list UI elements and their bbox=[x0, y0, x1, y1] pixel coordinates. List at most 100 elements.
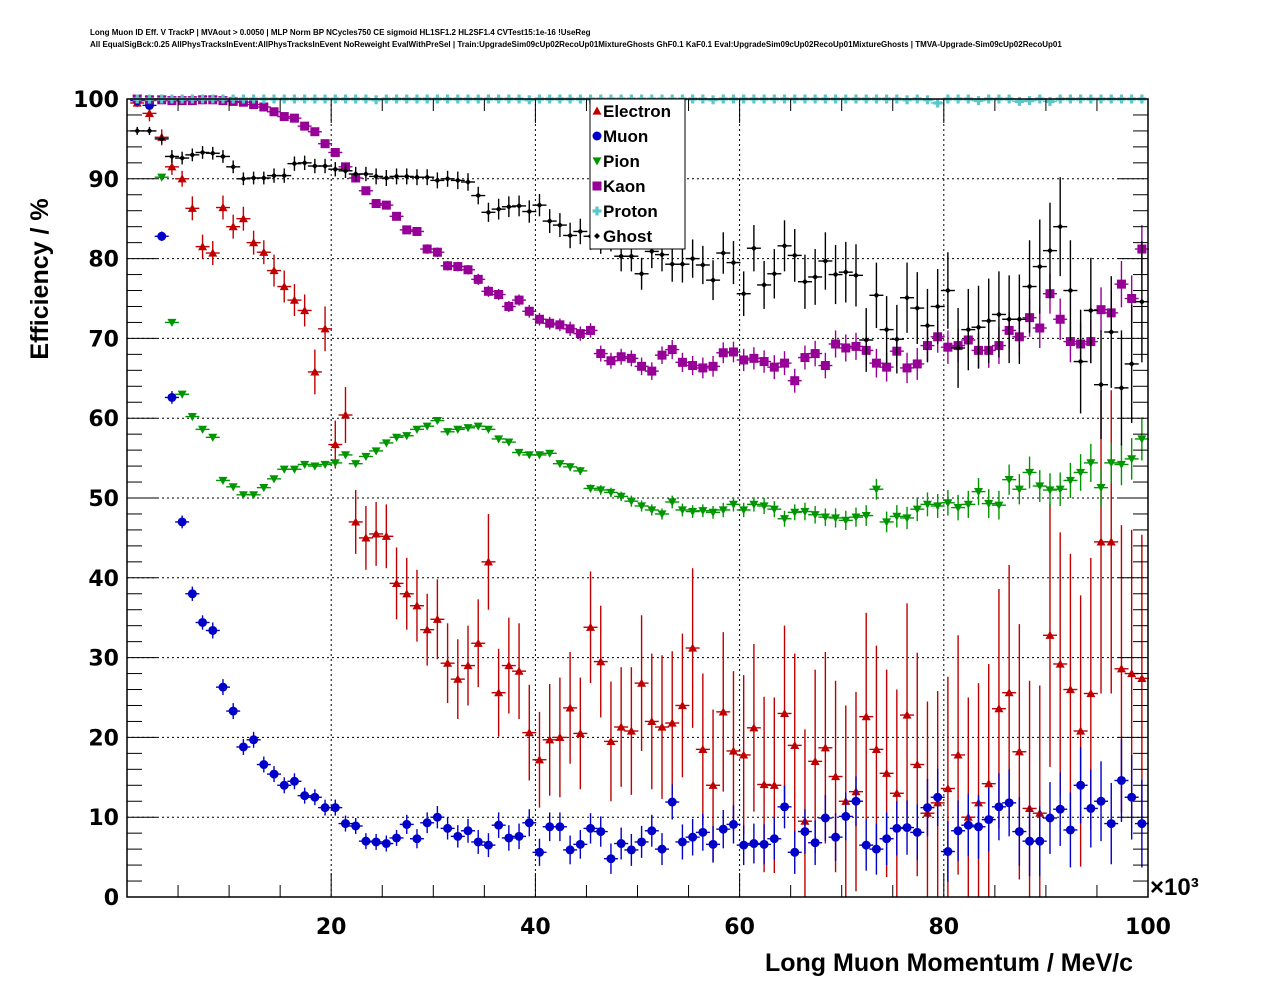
muon-point bbox=[392, 833, 402, 843]
muon-point bbox=[841, 811, 851, 821]
electron-point bbox=[831, 772, 841, 781]
muon-point bbox=[688, 832, 698, 842]
kaon-point bbox=[718, 348, 728, 358]
kaon-point bbox=[432, 247, 442, 257]
muon-point bbox=[1127, 792, 1137, 802]
kaon-point bbox=[249, 100, 259, 110]
ghost-point bbox=[1118, 384, 1125, 391]
electron-point bbox=[555, 732, 565, 741]
electron-point bbox=[494, 688, 504, 697]
kaon-point bbox=[1116, 279, 1126, 289]
pion-point bbox=[167, 318, 177, 327]
y-axis-title: Efficiency / % bbox=[26, 198, 54, 359]
pion-point bbox=[534, 451, 544, 460]
muon-point bbox=[708, 839, 718, 849]
y-tick-label: 100 bbox=[73, 88, 119, 113]
pion-point bbox=[249, 491, 259, 500]
muon-point bbox=[371, 837, 381, 847]
ghost-point bbox=[179, 155, 186, 162]
ghost-point bbox=[250, 175, 257, 182]
electron-point bbox=[769, 780, 779, 789]
muon-point bbox=[943, 847, 953, 857]
ghost-point bbox=[730, 259, 737, 266]
ghost-point bbox=[628, 253, 635, 260]
ghost-point bbox=[567, 232, 574, 239]
kaon-point bbox=[361, 186, 371, 196]
proton-point-v bbox=[374, 95, 378, 105]
muon-point bbox=[238, 742, 248, 752]
electron-point bbox=[790, 740, 800, 749]
ghost-point bbox=[158, 135, 165, 142]
muon-point bbox=[718, 824, 728, 834]
electron-point bbox=[351, 517, 361, 526]
ghost-point bbox=[1036, 263, 1043, 270]
ghost-point bbox=[373, 173, 380, 180]
pion-point bbox=[841, 516, 851, 525]
x-tick-label: 80 bbox=[928, 915, 959, 940]
ghost-point bbox=[332, 166, 339, 173]
muon-point bbox=[1106, 819, 1116, 829]
muon-point bbox=[555, 822, 565, 832]
kaon-point bbox=[330, 147, 340, 157]
pion-point bbox=[330, 459, 340, 468]
pion-point bbox=[381, 439, 391, 448]
kaon-point bbox=[667, 345, 677, 355]
electron-point bbox=[698, 744, 708, 753]
electron-point bbox=[606, 736, 616, 745]
legend-marker-kaon bbox=[592, 181, 602, 191]
muon-point bbox=[657, 844, 667, 854]
kaon-point bbox=[514, 295, 524, 305]
electron-point bbox=[1106, 537, 1116, 546]
muon-point bbox=[218, 682, 228, 692]
ghost-point bbox=[995, 311, 1002, 318]
electron-point bbox=[1127, 669, 1137, 678]
electron-point bbox=[749, 723, 759, 732]
muon-point bbox=[871, 844, 881, 854]
electron-point bbox=[1004, 688, 1014, 697]
legend-marker-pion bbox=[592, 157, 602, 166]
ghost-point bbox=[873, 292, 880, 299]
ghost-point bbox=[424, 174, 431, 181]
electron-point bbox=[198, 242, 208, 251]
legend-label-kaon: Kaon bbox=[603, 177, 646, 196]
legend-item-ghost: Ghost bbox=[594, 227, 652, 246]
pion-point bbox=[892, 512, 902, 521]
ghost-point bbox=[413, 174, 420, 181]
muon-point bbox=[1004, 798, 1014, 808]
kaon-point bbox=[657, 350, 667, 360]
muon-point bbox=[1116, 775, 1126, 785]
muon-point bbox=[759, 839, 769, 849]
electron-point bbox=[565, 703, 575, 712]
ghost-point bbox=[577, 228, 584, 235]
ghost-point bbox=[536, 202, 543, 209]
pion-point bbox=[698, 507, 708, 516]
ghost-point bbox=[526, 208, 533, 215]
kaon-point bbox=[677, 357, 687, 367]
kaon-point bbox=[647, 366, 657, 376]
ghost-point bbox=[444, 175, 451, 182]
pion-point bbox=[483, 425, 493, 434]
muon-point bbox=[994, 802, 1004, 812]
pion-point bbox=[565, 463, 575, 472]
electron-point bbox=[1076, 726, 1086, 735]
electron-point bbox=[871, 744, 881, 753]
ghost-point bbox=[495, 206, 502, 213]
ghost-point bbox=[230, 163, 237, 170]
kaon-point bbox=[1065, 337, 1075, 347]
y-tick-label: 0 bbox=[104, 886, 119, 911]
pion-point bbox=[269, 475, 279, 484]
pion-point bbox=[187, 413, 197, 422]
electron-point bbox=[371, 529, 381, 538]
kaon-point bbox=[943, 342, 953, 352]
pion-point bbox=[575, 467, 585, 476]
ghost-point bbox=[883, 326, 890, 333]
pion-point bbox=[871, 485, 881, 494]
muon-point bbox=[575, 839, 585, 849]
electron-point bbox=[647, 716, 657, 726]
electron-point bbox=[912, 760, 922, 769]
pion-point bbox=[708, 508, 718, 517]
muon-point bbox=[289, 776, 299, 786]
ghost-point bbox=[1077, 358, 1084, 365]
muon-point bbox=[565, 845, 575, 855]
pion-point bbox=[994, 501, 1004, 510]
